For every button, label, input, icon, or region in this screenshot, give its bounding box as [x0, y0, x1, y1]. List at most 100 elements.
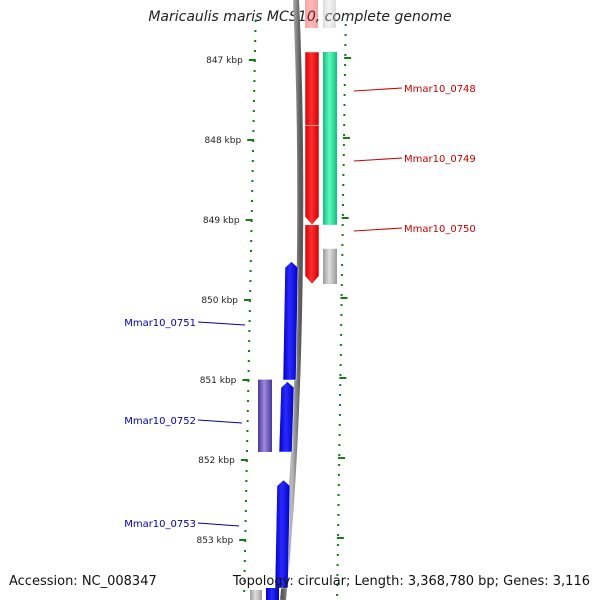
minor-tick-mark — [340, 294, 343, 296]
gene-labels[interactable]: Mmar10_0748 Mmar10_0749 Mmar10_0750 Mmar10_… — [124, 84, 476, 530]
minor-tick-mark — [337, 504, 340, 506]
minor-tick-mark — [344, 44, 347, 46]
minor-tick-mark — [342, 174, 345, 176]
scale-label: 848 kbp — [205, 136, 242, 146]
scale-label: 850 kbp — [201, 296, 238, 306]
accession-text: Accession: NC_008347 — [9, 574, 157, 589]
minor-tick-mark — [336, 564, 339, 566]
minor-tick-mark — [339, 384, 342, 386]
forward-cds-mmar10_0749[interactable] — [304, 125, 320, 226]
minor-tick-mark — [338, 454, 341, 456]
minor-tick-mark — [253, 90, 256, 92]
gene-label-mmar10_0751[interactable]: Mmar10_0751 — [124, 318, 196, 329]
minor-tick-mark — [253, 100, 255, 102]
gene-label-mmar10_0752[interactable]: Mmar10_0752 — [124, 416, 196, 427]
minor-tick-mark — [342, 204, 344, 206]
reverse-cds-mmar10_0753[interactable] — [274, 479, 291, 589]
minor-tick-mark — [250, 250, 252, 252]
minor-tick-mark — [338, 414, 341, 416]
minor-tick-mark — [337, 534, 340, 536]
minor-tick-mark — [244, 520, 247, 522]
clipped-cds-previous — [305, 0, 318, 28]
gene-label-mmar10_0753[interactable]: Mmar10_0753 — [124, 519, 196, 530]
minor-tick-mark — [248, 340, 251, 342]
minor-tick-mark — [342, 144, 345, 146]
minor-tick-mark — [254, 30, 257, 32]
minor-tick-mark — [252, 110, 255, 112]
minor-tick-mark — [251, 180, 254, 182]
minor-tick-mark — [244, 530, 247, 532]
minor-tick-mark — [342, 164, 345, 166]
minor-tick-mark — [340, 304, 343, 306]
minor-tick-mark — [344, 34, 347, 36]
gene-label-mmar10_0749[interactable]: Mmar10_0749 — [404, 154, 476, 165]
minor-tick-mark — [244, 550, 246, 552]
minor-tick-mark — [342, 184, 345, 186]
minor-tick-mark — [338, 434, 341, 436]
minor-tick-mark — [337, 484, 340, 486]
minor-tick-mark — [243, 580, 246, 582]
minor-tick-mark — [253, 70, 256, 72]
scale-label: 851 kbp — [200, 376, 237, 386]
minor-tick-mark — [251, 190, 254, 192]
minor-tick-mark — [336, 584, 339, 586]
gene-label-mmar10_0750[interactable]: Mmar10_0750 — [404, 224, 476, 235]
minor-tick-mark — [343, 94, 346, 96]
forward-gene-mmar10_0748[interactable] — [323, 52, 337, 170]
minor-tick-mark — [341, 234, 344, 236]
scale-label: 853 kbp — [197, 536, 234, 546]
minor-tick-mark — [249, 290, 252, 292]
minor-tick-mark — [337, 524, 340, 526]
reverse-cds-mmar10_0751[interactable] — [282, 261, 299, 381]
minor-tick-mark — [243, 570, 246, 572]
minor-tick-mark — [341, 214, 344, 216]
minor-tick-mark — [343, 134, 346, 136]
minor-tick-mark — [244, 510, 247, 512]
minor-tick-mark — [248, 310, 251, 312]
leader-line — [197, 419, 243, 424]
genome-summary-text: Topology: circular; Length: 3,368,780 bp… — [232, 574, 590, 589]
minor-tick-mark — [343, 104, 346, 106]
minor-tick-mark — [343, 124, 346, 126]
minor-tick-mark — [338, 464, 341, 466]
minor-tick-mark — [247, 370, 250, 372]
scale-label: 849 kbp — [203, 216, 240, 226]
minor-tick-mark — [336, 554, 339, 556]
reverse-cds-mmar10_0752[interactable] — [278, 381, 295, 453]
minor-tick-mark — [344, 24, 347, 26]
forward-cds-mmar10_0750[interactable] — [304, 224, 320, 285]
minor-tick-mark — [247, 360, 250, 362]
minor-tick-mark — [342, 154, 345, 156]
forward-gene-mmar10_0750[interactable] — [323, 248, 337, 284]
gene-label-mmar10_0748[interactable]: Mmar10_0748 — [404, 84, 476, 95]
minor-tick-mark — [250, 210, 253, 212]
minor-tick-mark — [248, 350, 250, 352]
minor-tick-mark — [340, 314, 343, 316]
minor-tick-mark — [344, 54, 347, 56]
minor-tick-mark — [246, 450, 248, 452]
minor-tick-mark — [249, 280, 252, 282]
minor-tick-mark — [339, 344, 342, 346]
minor-tick-mark — [337, 494, 340, 496]
minor-tick-mark — [252, 130, 255, 132]
chromosome-backbone — [280, 0, 304, 600]
minor-tick-mark — [245, 490, 248, 492]
scale-label: 847 kbp — [206, 56, 243, 66]
gene-tracks[interactable] — [250, 0, 337, 600]
minor-tick-mark — [249, 270, 252, 272]
minor-tick-mark — [246, 430, 249, 432]
minor-tick-mark — [336, 594, 339, 596]
minor-tick-mark — [336, 544, 339, 546]
minor-tick-mark — [340, 284, 343, 286]
minor-tick-track — [243, 20, 347, 596]
reverse-gene-mmar10_0752[interactable] — [258, 379, 272, 452]
minor-tick-mark — [245, 500, 247, 502]
forward-gene-mmar10_0749[interactable] — [323, 149, 337, 225]
minor-tick-mark — [339, 394, 342, 396]
minor-tick-mark — [337, 514, 340, 516]
minor-tick-mark — [254, 40, 257, 42]
minor-tick-mark — [336, 574, 339, 576]
minor-tick-mark — [252, 120, 255, 122]
minor-tick-mark — [247, 400, 249, 402]
